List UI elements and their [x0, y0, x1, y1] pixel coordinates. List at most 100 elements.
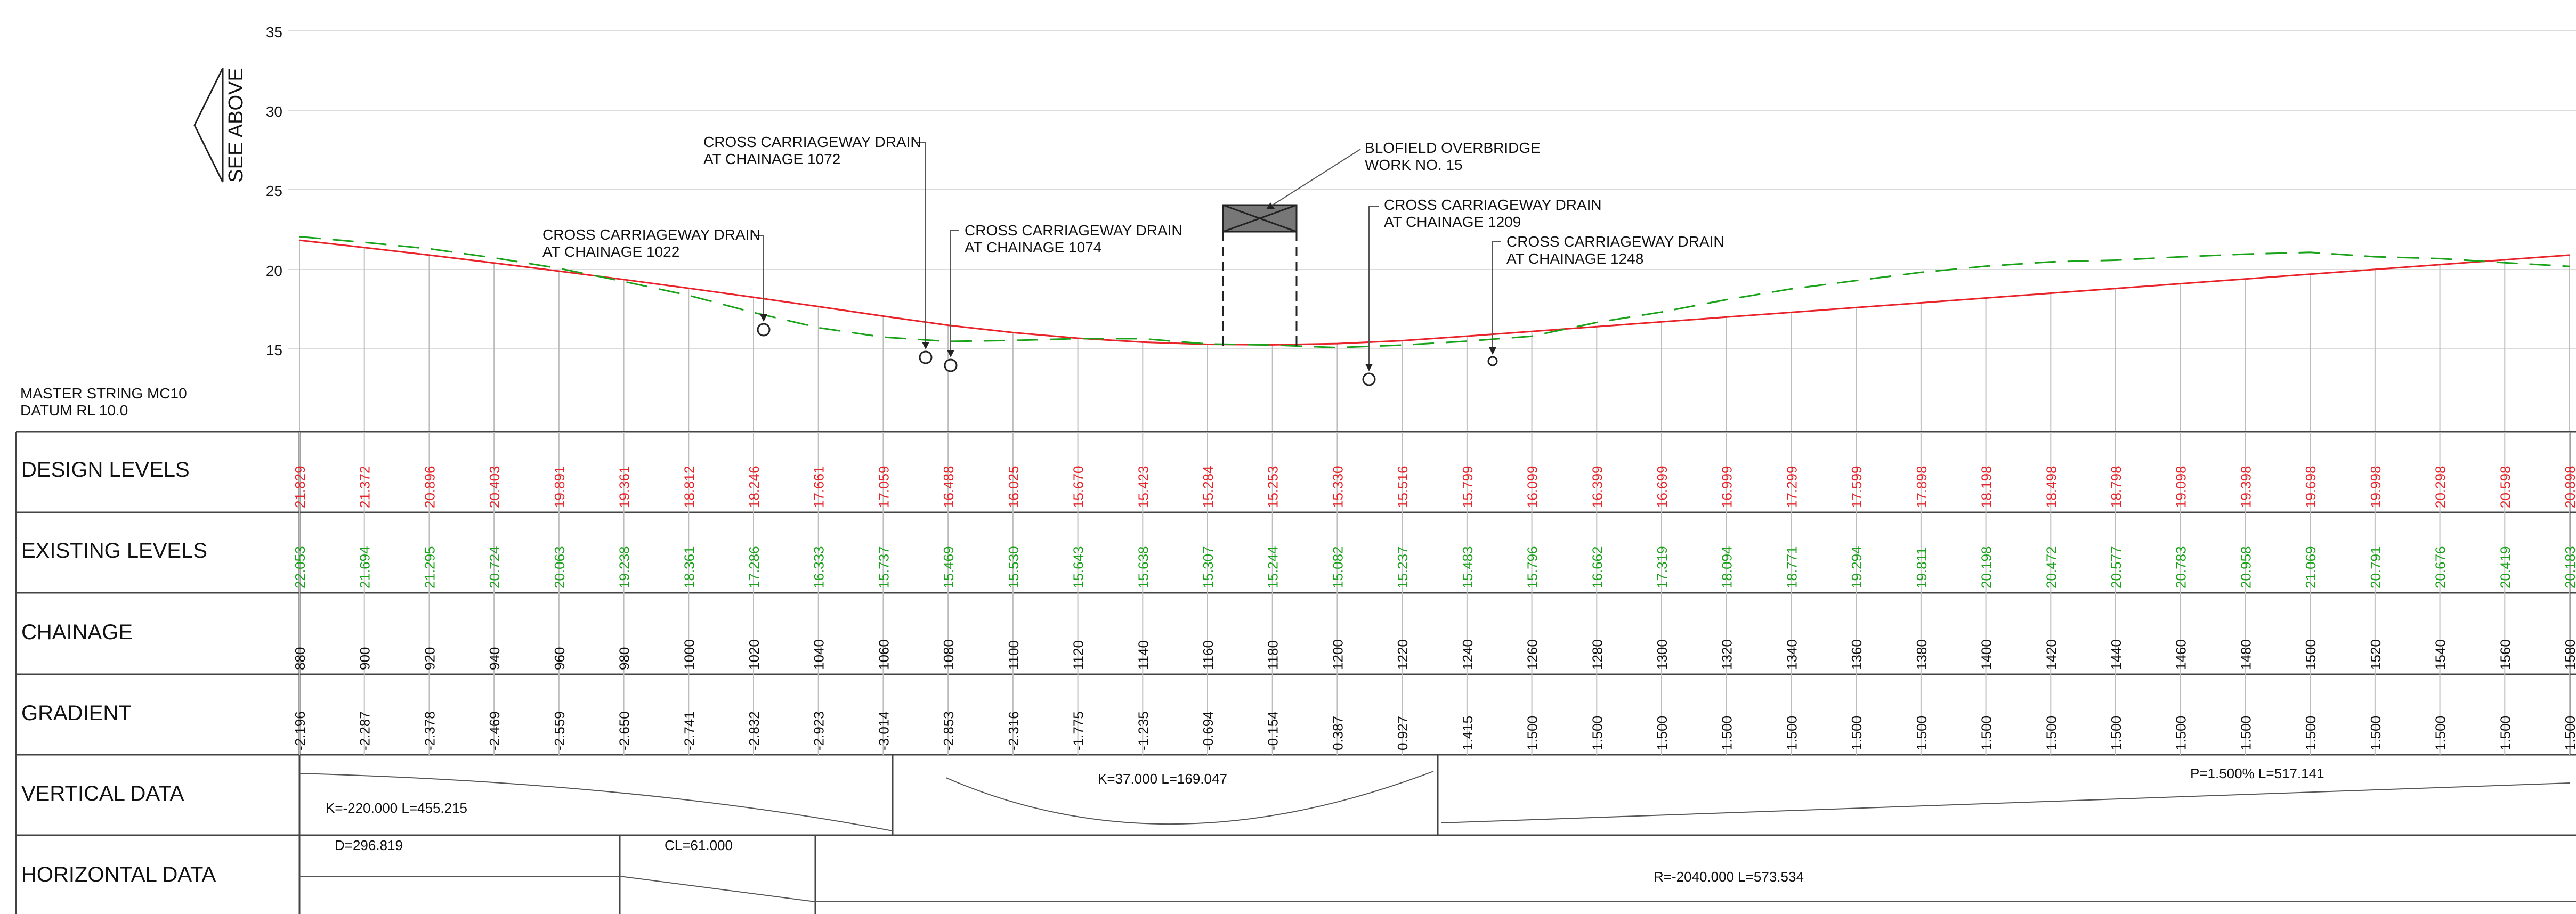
horizontal-data-label: HORIZONTAL DATA: [21, 863, 216, 886]
annotation-drain-1209-line1: CROSS CARRIAGEWAY DRAIN: [1384, 197, 1602, 213]
design-level-value: 19.398: [2238, 466, 2254, 508]
leader-overbridge: [1268, 149, 1361, 208]
existing-level-value: 18.771: [1784, 546, 1800, 589]
existing-level-value: 15.244: [1265, 546, 1281, 589]
gradient-value: -2.741: [681, 711, 697, 750]
chainage-value: 960: [552, 647, 568, 670]
existing-level-value: 19.238: [617, 546, 633, 589]
gradient-value: -2.832: [746, 711, 762, 750]
design-level-value: 17.661: [811, 466, 827, 508]
design-level-value: 15.284: [1200, 466, 1216, 508]
gradient-value: 1.500: [2497, 716, 2513, 750]
gradient-value: -2.469: [487, 711, 503, 750]
chainage-value: 940: [487, 647, 503, 670]
existing-level-value: 15.307: [1200, 546, 1216, 589]
drain-1209-marker: [1362, 372, 1376, 386]
gradient-value: -0.694: [1200, 711, 1216, 750]
gradient-value: -2.287: [357, 711, 373, 750]
chainage-value: 900: [357, 647, 373, 670]
gradient-value: 1.500: [1914, 716, 1930, 750]
existing-level-value: 15.082: [1330, 546, 1346, 589]
band-columns: 21.829 21.372 20.896 20.403 19.891 19.361 18.8…: [292, 432, 2576, 755]
chainage-value: 1260: [1525, 639, 1541, 670]
annotation-drain-1022-line1: CROSS CARRIAGEWAY DRAIN: [542, 226, 760, 243]
gradient-value: -2.853: [941, 711, 957, 750]
annotation-drain-1248-line1: CROSS CARRIAGEWAY DRAIN: [1506, 233, 1724, 250]
annotation-drain-1074-line2: AT CHAINAGE 1074: [965, 239, 1101, 256]
gradient-value: -2.650: [617, 711, 633, 750]
existing-level-value: 15.638: [1135, 546, 1151, 589]
existing-level-value: 20.577: [2108, 546, 2124, 589]
drain-1022-marker: [757, 323, 771, 337]
existing-level-value: 20.676: [2433, 546, 2449, 589]
existing-level-value: 17.319: [1654, 546, 1670, 589]
gradient-value: 0.927: [1395, 716, 1411, 750]
design-level-value: 15.670: [1071, 466, 1087, 508]
chainage-value: 920: [422, 647, 438, 670]
see-above-arrow-icon: [193, 68, 224, 183]
gradient-value: -2.559: [552, 711, 568, 750]
gradient-value: 1.500: [2108, 716, 2124, 750]
drain-1248-marker: [1487, 356, 1498, 366]
gradient-value: -3.014: [876, 711, 892, 750]
vertical-grade-line: [1441, 782, 2570, 823]
design-level-value: 19.098: [2173, 466, 2189, 508]
chainage-value: 1080: [941, 639, 957, 670]
leader-drain-1022: [754, 235, 764, 319]
chainage-value: 1560: [2497, 639, 2513, 670]
existing-level-value: 20.958: [2238, 546, 2254, 589]
gradient-value: -2.196: [292, 711, 308, 750]
profile-series: [299, 235, 2570, 349]
gradient-value: -2.923: [811, 711, 827, 750]
vertical-data-seg2: K=37.000 L=169.047: [1098, 771, 1227, 787]
y-tick-25: 25: [266, 183, 282, 199]
design-level-value: 15.516: [1395, 466, 1411, 508]
chainage-value: 1300: [1654, 639, 1670, 670]
existing-level-value: 18.094: [1719, 546, 1735, 589]
design-level-value: 16.099: [1525, 466, 1541, 508]
existing-level-value: 20.472: [2043, 546, 2059, 589]
chainage-value: 1580: [2562, 639, 2576, 670]
gradient-value: -0.154: [1265, 711, 1281, 750]
chainage-value: 1140: [1135, 640, 1151, 670]
design-level-value: 17.898: [1914, 466, 1930, 508]
gradient-value: -2.316: [1006, 711, 1022, 750]
leader-drain-1248: [1492, 241, 1501, 352]
leader-drain-1209: [1368, 206, 1379, 368]
design-level-line: [299, 239, 2570, 346]
chainage-value: 1500: [2303, 639, 2319, 670]
existing-level-value: 15.737: [876, 546, 892, 589]
design-level-value: 18.812: [681, 466, 697, 508]
gradient-value: 1.500: [1849, 716, 1865, 750]
existing-level-value: 21.295: [422, 546, 438, 589]
chainage-value: 1180: [1265, 640, 1281, 670]
existing-level-value: 20.198: [1979, 546, 1995, 589]
gradient-value: 1.500: [2433, 716, 2449, 750]
existing-level-value: 15.237: [1395, 546, 1411, 589]
chainage-value: 1320: [1719, 639, 1735, 670]
chainage-label: CHAINAGE: [21, 621, 133, 644]
chainage-value: 1360: [1849, 639, 1865, 670]
leader-arrow-1022-icon: [760, 314, 767, 322]
gradient-value: 1.500: [2173, 716, 2189, 750]
gradient-value: 1.500: [2562, 716, 2576, 750]
existing-level-value: 20.724: [487, 546, 503, 589]
annotation-overbridge-line2: WORK NO. 15: [1365, 157, 1463, 173]
y-tick-20: 20: [266, 263, 282, 279]
design-level-value: 18.198: [1979, 466, 1995, 508]
design-level-value: 16.488: [941, 466, 957, 508]
annotation-drain-1074-line1: CROSS CARRIAGEWAY DRAIN: [965, 222, 1182, 239]
design-level-value: 21.372: [357, 466, 373, 508]
chainage-value: 1380: [1914, 639, 1930, 670]
existing-level-value: 20.791: [2368, 546, 2384, 589]
drain-1072-marker: [919, 350, 933, 364]
gradient-value: 1.415: [1460, 716, 1476, 750]
gradient-value: 1.500: [1654, 716, 1670, 750]
horizontal-data-seg3: R=-2040.000 L=573.534: [1654, 869, 1804, 885]
chainage-value: 1420: [2043, 639, 2059, 670]
existing-level-value: 18.361: [681, 546, 697, 589]
annotation-drain-1209-line2: AT CHAINAGE 1209: [1384, 214, 1521, 230]
chainage-value: 1440: [2108, 639, 2124, 670]
design-level-value: 16.399: [1589, 466, 1605, 508]
design-level-value: 15.253: [1265, 466, 1281, 508]
